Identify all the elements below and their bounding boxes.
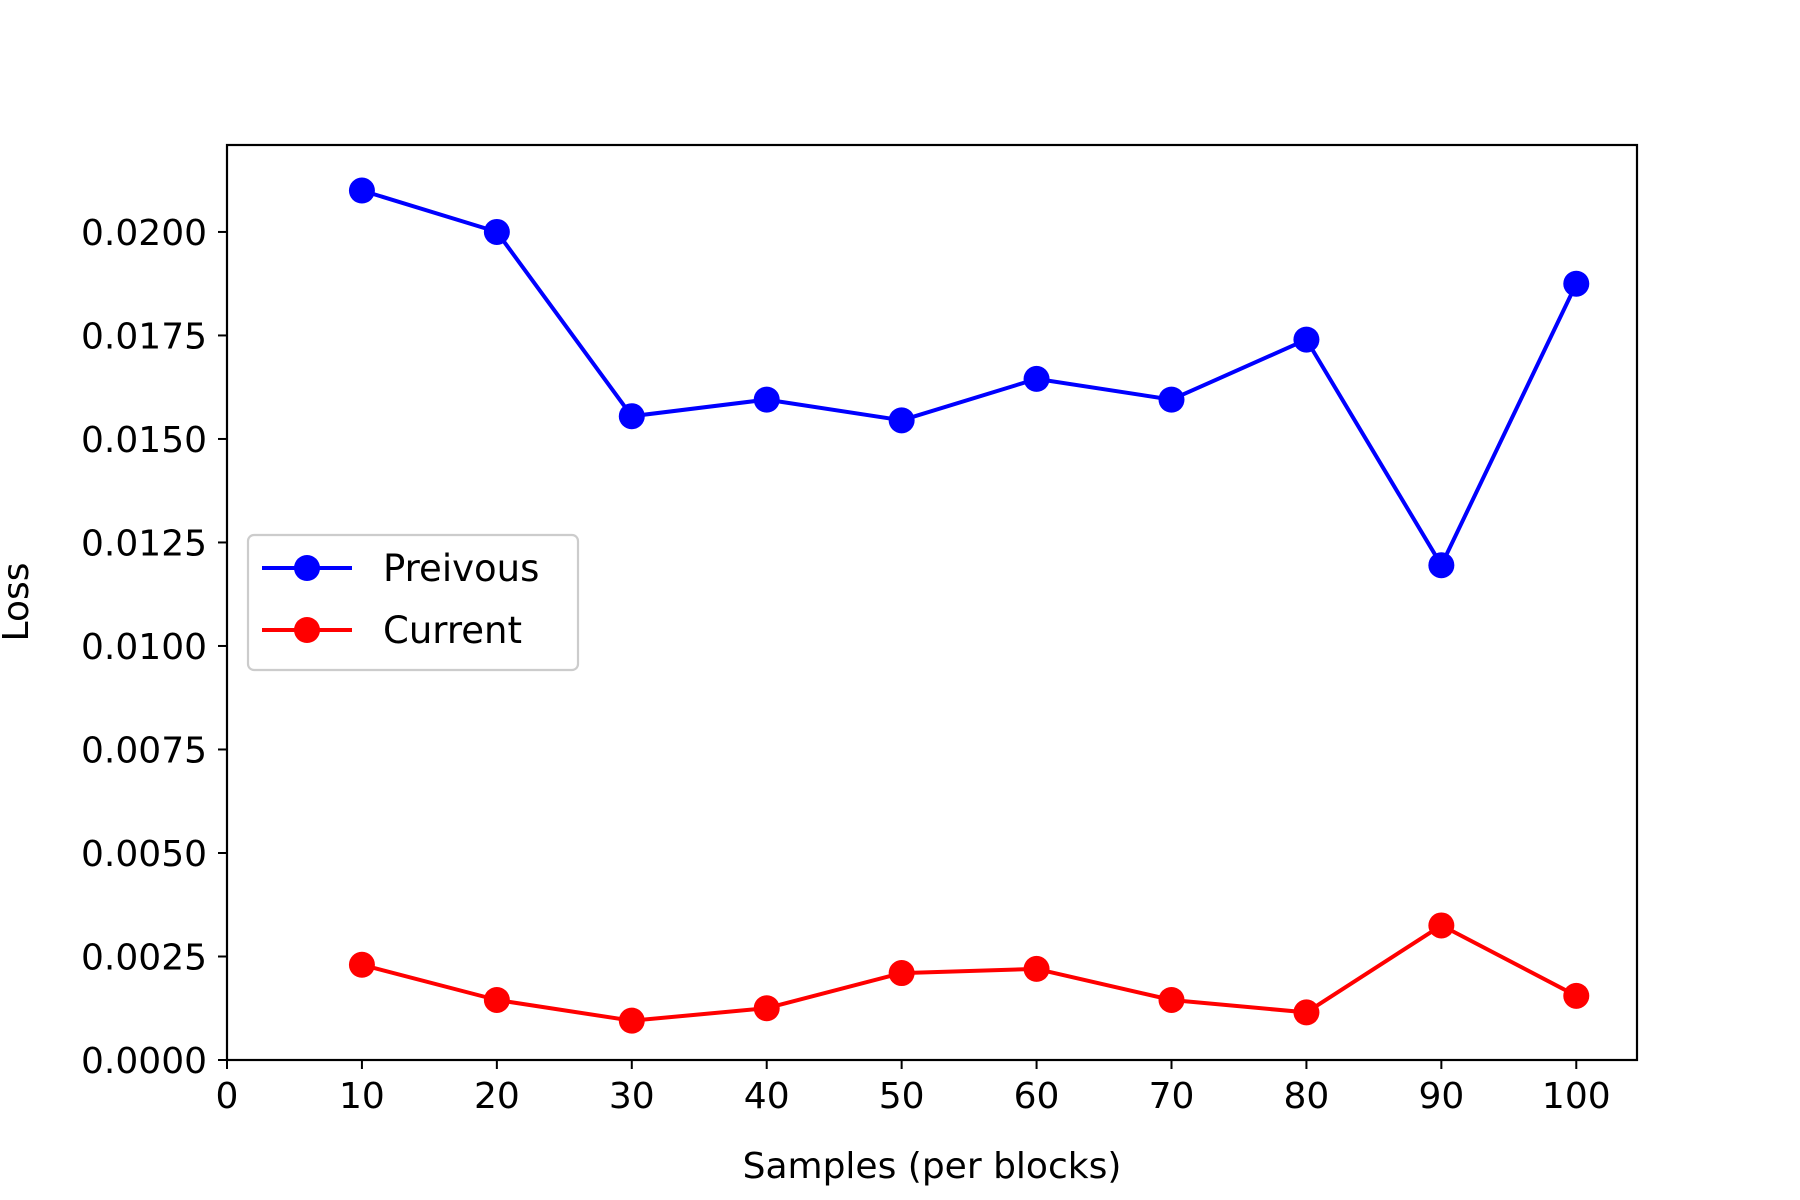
legend-marker-preivous [294,555,320,581]
axis-ticks: 0 10 20 30 40 50 60 70 80 90 100 0.0000 0.0025 0.0050… [81,213,1611,1117]
data-point-preivous [1293,326,1320,353]
data-point-current [888,960,915,987]
legend-label-current: Current [383,609,522,652]
data-point-preivous [348,177,375,204]
data-point-preivous [1023,365,1050,392]
plot-frame [225,143,1639,1062]
data-point-current [1563,982,1590,1009]
y-tick-label: 0.0050 [81,834,207,875]
series-line-preivous [361,188,1579,568]
data-point-current [618,1007,645,1034]
y-tick-label: 0.0125 [81,523,207,564]
data-point-current [753,995,780,1022]
series-layer [348,177,1590,1034]
data-point-preivous [753,386,780,413]
x-tick-label: 90 [1418,1076,1464,1117]
y-tick-label: 0.0200 [81,213,207,254]
data-point-preivous [888,407,915,434]
x-tick-label: 40 [744,1076,790,1117]
data-point-current [1023,955,1050,982]
data-point-preivous [1428,552,1455,579]
data-point-preivous [1158,386,1185,413]
x-tick-label: 100 [1542,1076,1611,1117]
data-point-current [348,951,375,978]
y-tick-label: 0.0025 [81,937,207,978]
data-point-current [1428,912,1455,939]
x-tick-label: 60 [1014,1076,1060,1117]
data-point-preivous [1563,270,1590,297]
x-tick-label: 0 [216,1076,239,1117]
y-tick-label: 0.0075 [81,730,207,771]
data-point-preivous [483,218,510,245]
data-point-current [1158,986,1185,1013]
x-tick-label: 70 [1149,1076,1195,1117]
x-tick-label: 30 [609,1076,655,1117]
legend-marker-current [294,617,320,643]
y-axis-label: Loss [0,563,37,642]
x-tick-label: 80 [1284,1076,1330,1117]
series-line-current [361,923,1578,1023]
x-tick-label: 50 [879,1076,925,1117]
y-tick-label: 0.0175 [81,316,207,357]
x-tick-label: 20 [474,1076,520,1117]
x-tick-label: 10 [339,1076,385,1117]
y-tick-label: 0.0150 [81,420,207,461]
data-point-current [1293,999,1320,1026]
data-point-preivous [618,403,645,430]
data-point-current [483,986,510,1013]
y-tick-label: 0.0100 [81,627,207,668]
x-axis-label: Samples (per blocks) [743,1146,1122,1187]
y-tick-label: 0.0000 [81,1041,207,1082]
legend: Preivous Current [246,533,580,672]
legend-label-preivous: Preivous [383,547,539,590]
